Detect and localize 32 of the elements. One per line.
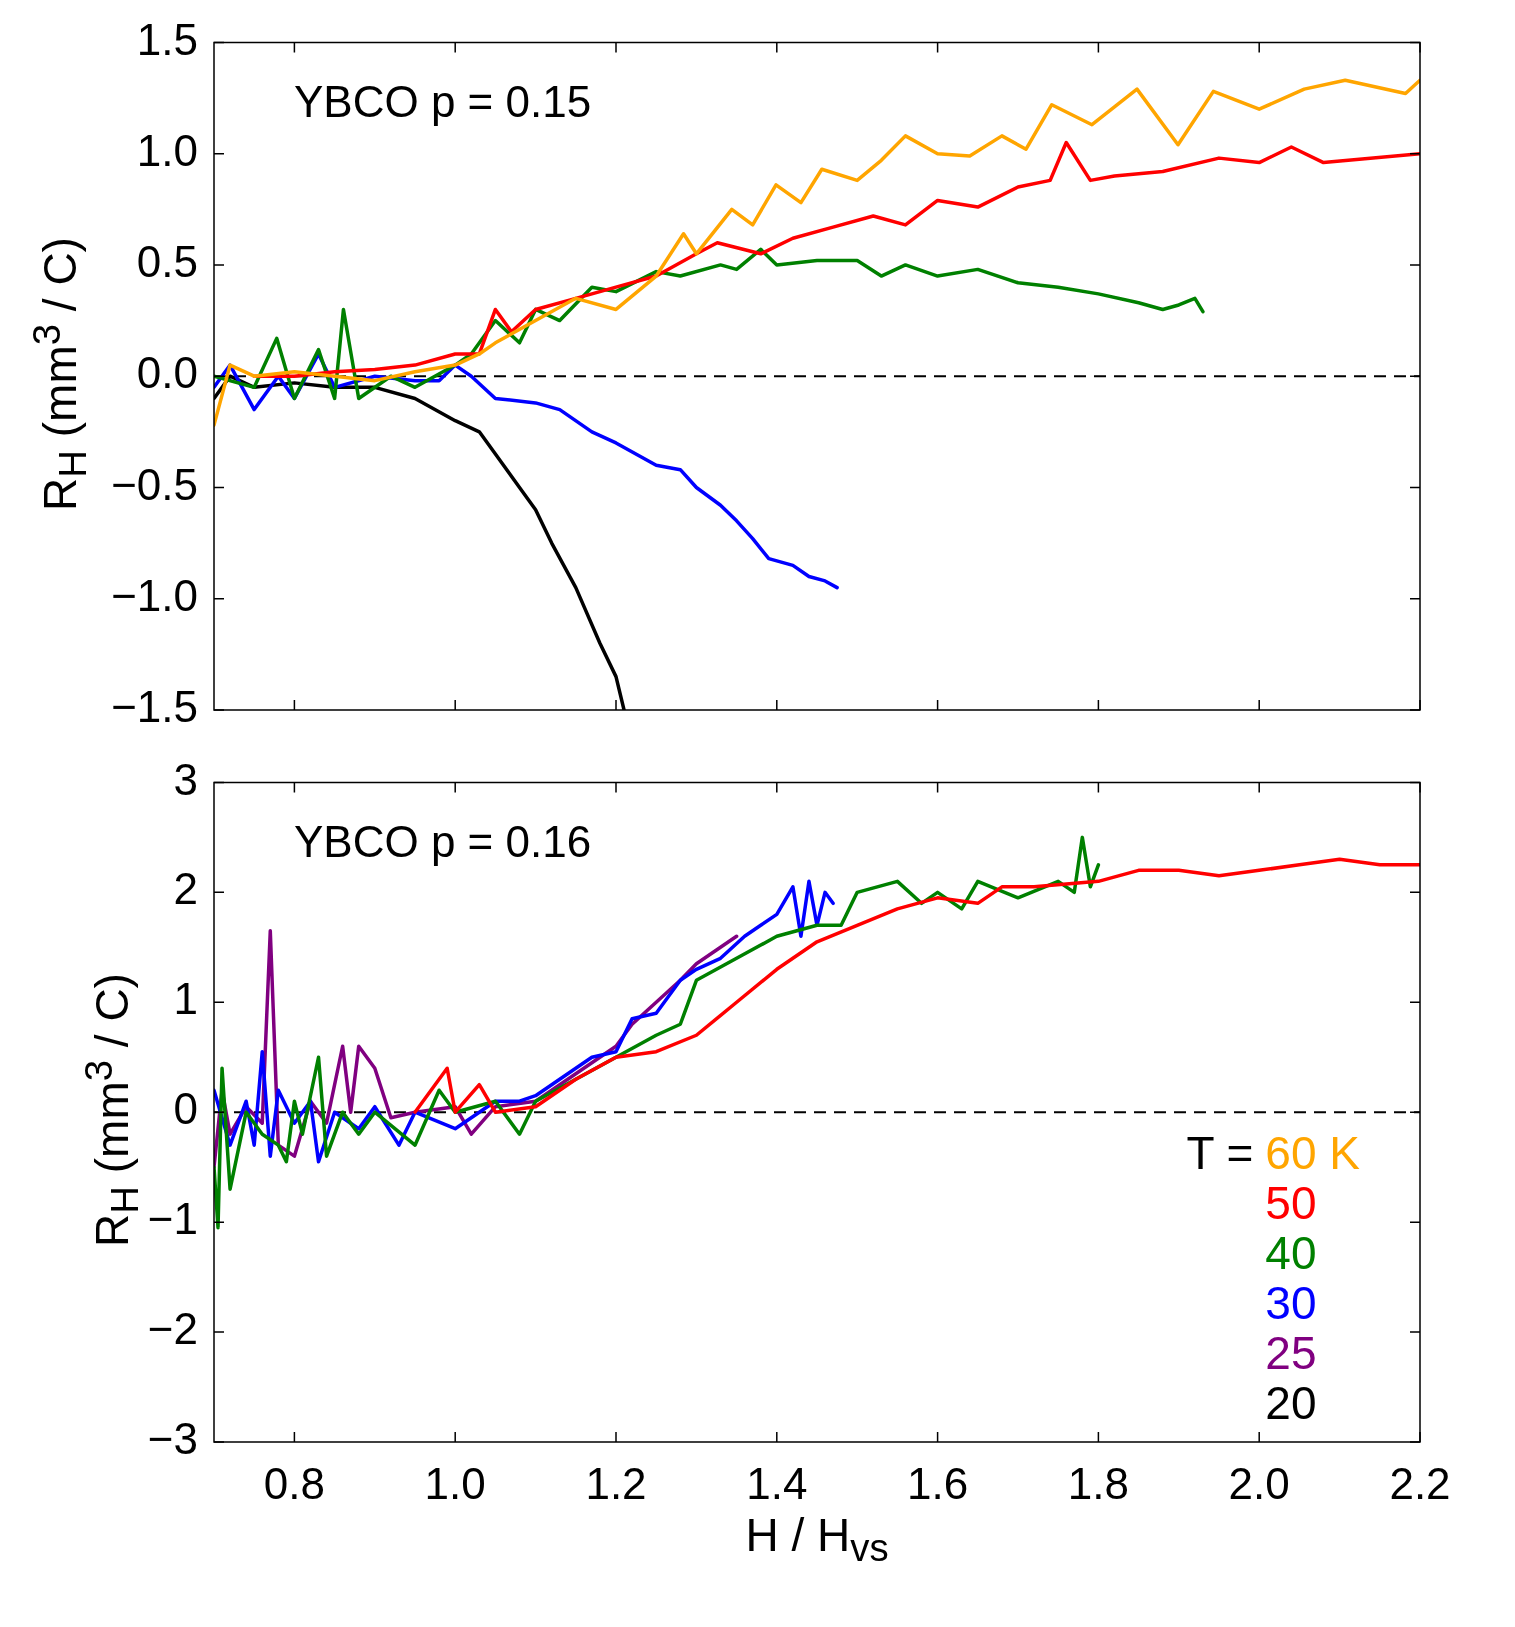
y-tick-label: −1 [147, 1194, 198, 1244]
y-tick-label: −1.5 [111, 682, 198, 732]
y-tick-label: −0.5 [111, 459, 198, 509]
y-tick-label: −2 [147, 1304, 198, 1354]
x-tick-label: 2.0 [1228, 1458, 1290, 1508]
y-tick-label: −1.0 [111, 570, 198, 620]
y-tick-label: 3 [173, 754, 198, 804]
text: 20 [1265, 1377, 1317, 1429]
text: 30 [1265, 1277, 1318, 1329]
y-tick-label: 0.5 [136, 237, 198, 287]
x-tick-label: 1.4 [746, 1458, 808, 1508]
y-tick-label: 1.0 [136, 125, 198, 175]
text: 40 [1265, 1227, 1318, 1279]
x-tick-label: 1.2 [585, 1458, 647, 1508]
x-axis-title: H / H$_{vs}$ [744, 1508, 890, 1572]
y-tick-label: 2 [173, 864, 198, 914]
annotation: YBCO p = 0.16 [294, 816, 592, 866]
annotation: YBCO p = 0.15 [294, 76, 592, 126]
y-tick-label: 0 [173, 1084, 198, 1134]
y-tick-label: 1 [173, 974, 198, 1024]
x-tick-label: 0.8 [263, 1458, 325, 1508]
x-tick-label: 1.8 [1067, 1458, 1129, 1508]
y-tick-label: 1.5 [136, 14, 198, 64]
text: 25 [1265, 1327, 1318, 1379]
text: 60 K [1265, 1127, 1360, 1179]
text: 50 [1265, 1177, 1318, 1229]
x-tick-label: 2.2 [1389, 1458, 1451, 1508]
x-tick-label: 1.0 [424, 1458, 486, 1508]
x-tick-label: 1.6 [907, 1458, 969, 1508]
y-tick-label: 0.0 [136, 348, 198, 398]
legend-title: T = [1186, 1127, 1254, 1179]
y-tick-label: −3 [147, 1414, 198, 1464]
